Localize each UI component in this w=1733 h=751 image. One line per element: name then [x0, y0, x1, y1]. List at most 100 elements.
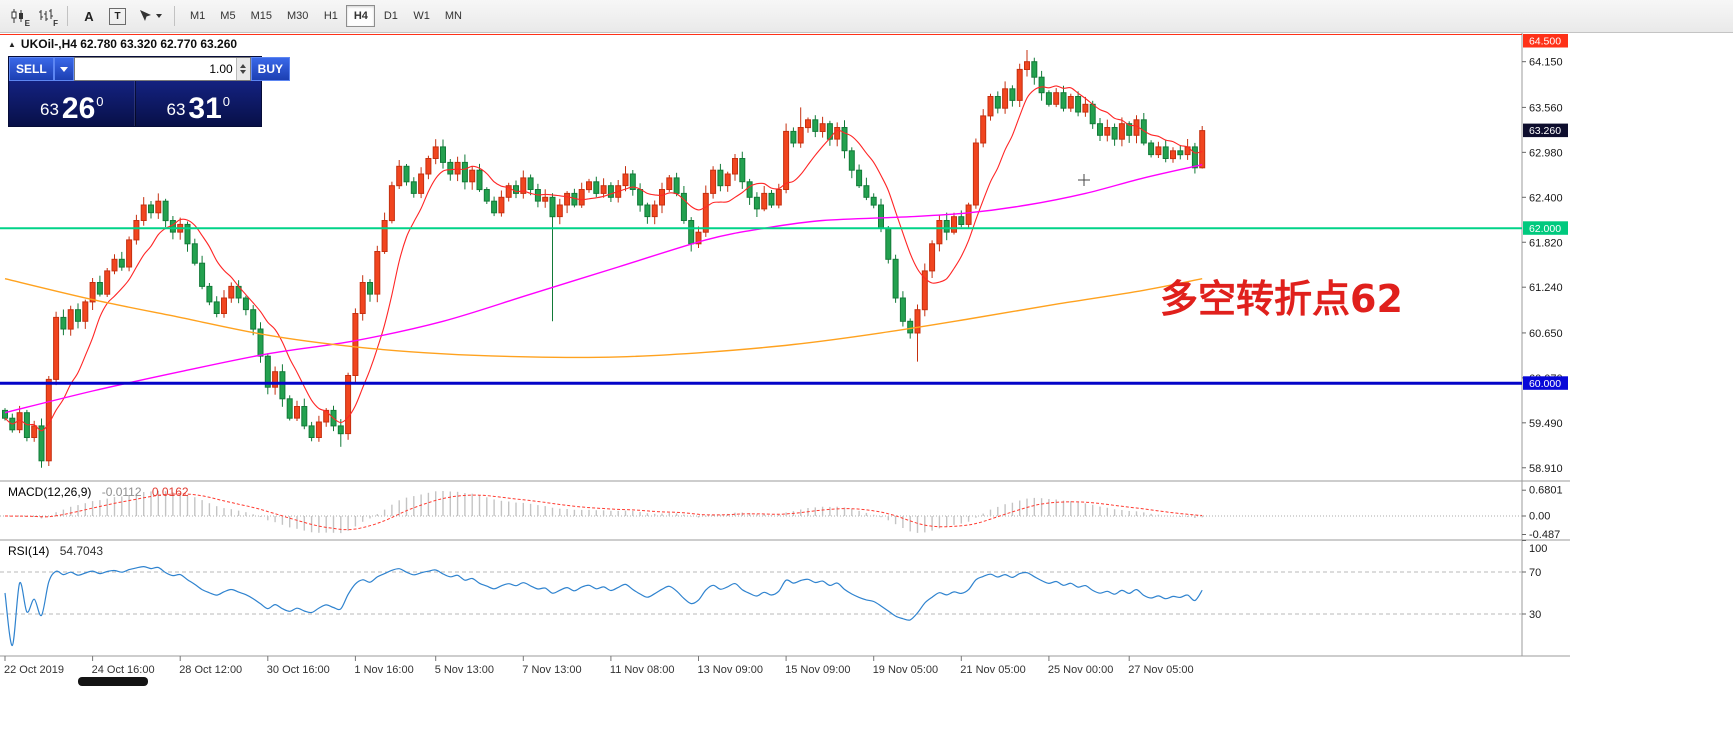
svg-text:28 Oct 12:00: 28 Oct 12:00 [179, 664, 242, 676]
timeframe-h4[interactable]: H4 [346, 5, 376, 27]
svg-text:62.400: 62.400 [1529, 192, 1563, 204]
macd-name: MACD(12,26,9) [8, 485, 92, 499]
svg-text:-0.487: -0.487 [1529, 529, 1560, 541]
sell-price-point: 0 [96, 94, 104, 109]
svg-text:61.240: 61.240 [1529, 282, 1563, 294]
svg-text:64.150: 64.150 [1529, 57, 1563, 69]
toolbar-divider [174, 6, 175, 26]
svg-text:5 Nov 13:00: 5 Nov 13:00 [435, 664, 494, 676]
top-toolbar: E F A T M1 M5 M15 M30 H1 H4 D1 W1 MN [0, 0, 1733, 33]
buy-price-display[interactable]: 63 31 0 [134, 81, 262, 126]
sell-price-display[interactable]: 63 26 0 [9, 81, 135, 126]
svg-text:1 Nov 16:00: 1 Nov 16:00 [354, 664, 413, 676]
rsi-name: RSI(14) [8, 544, 50, 558]
mouse-crosshair [1078, 174, 1090, 186]
moving-averages [4, 85, 1203, 432]
svg-text:13 Nov 09:00: 13 Nov 09:00 [698, 664, 763, 676]
svg-text:19 Nov 05:00: 19 Nov 05:00 [873, 664, 938, 676]
svg-text:11 Nov 08:00: 11 Nov 08:00 [610, 664, 675, 676]
svg-text:15 Nov 09:00: 15 Nov 09:00 [785, 664, 850, 676]
candles-layer [2, 50, 1206, 468]
svg-text:60.000: 60.000 [1529, 378, 1561, 390]
cursor-tool-icon [140, 10, 151, 21]
svg-text:7 Nov 13:00: 7 Nov 13:00 [522, 664, 581, 676]
trade-controls-row: SELL BUY [9, 57, 291, 81]
timeframe-m30[interactable]: M30 [280, 5, 315, 27]
timeframe-w1[interactable]: W1 [406, 5, 437, 27]
macd-panel: 0.6801 0.00 -0.487 [0, 485, 1563, 541]
volume-input[interactable] [74, 58, 236, 80]
timeframe-m5[interactable]: M5 [213, 5, 242, 27]
svg-text:60.650: 60.650 [1529, 328, 1563, 340]
timeframe-m1[interactable]: M1 [183, 5, 212, 27]
price-badge-62.000: 62.000 [1523, 221, 1568, 235]
svg-text:24 Oct 16:00: 24 Oct 16:00 [92, 664, 155, 676]
horizontal-scrollbar-thumb[interactable] [78, 677, 148, 686]
ma-fast-line [4, 85, 1203, 432]
rsi-label: RSI(14) 54.7043 [8, 544, 103, 558]
svg-text:21 Nov 05:00: 21 Nov 05:00 [960, 664, 1025, 676]
trade-prices-row: 63 26 0 63 31 0 [9, 81, 261, 126]
buy-button[interactable]: BUY [250, 57, 291, 81]
svg-text:58.910: 58.910 [1529, 463, 1563, 475]
svg-text:63.560: 63.560 [1529, 102, 1563, 114]
toolbar-divider [67, 6, 68, 26]
bar-chart-icon [39, 9, 53, 21]
macd-signal-line [4, 493, 1203, 531]
rsi-panel: 100 70 30 [0, 540, 1547, 647]
ma-slow-line [4, 278, 1203, 359]
icon-sub-label: E [24, 19, 30, 28]
svg-text:63.260: 63.260 [1529, 125, 1561, 137]
price-badge-63.260: 63.260 [1523, 123, 1568, 137]
buy-price-pips: 31 [188, 91, 222, 125]
text-tool-button[interactable]: T [109, 7, 126, 25]
price-scale[interactable]: 64.150 63.560 62.980 62.400 61.820 61.240 60.6… [1522, 34, 1568, 475]
panel-frame [0, 33, 1570, 657]
trend-annotation: 多空转折点62 [1160, 277, 1403, 321]
stepper-down-icon [240, 70, 247, 74]
collapse-trade-panel-icon[interactable]: ▲ [8, 39, 16, 49]
sell-price-pips: 26 [61, 91, 96, 125]
timeframe-h1[interactable]: H1 [316, 5, 345, 27]
order-type-dropdown[interactable] [53, 57, 74, 81]
svg-text:64.500: 64.500 [1529, 36, 1561, 48]
time-axis[interactable]: 22 Oct 2019 24 Oct 16:00 28 Oct 12:00 30 Oc… [4, 656, 1194, 676]
svg-text:62.980: 62.980 [1529, 147, 1563, 159]
rsi-value: 54.7043 [59, 544, 104, 558]
chevron-down-icon [59, 66, 68, 72]
macd-label: MACD(12,26,9) -0.0112 0.0162 [8, 485, 189, 499]
label-tool-button[interactable]: A [76, 4, 102, 28]
rsi-line [4, 565, 1203, 647]
one-click-trading-panel: SELL BUY 63 26 0 63 31 0 [8, 56, 291, 127]
svg-text:0.00: 0.00 [1529, 511, 1550, 523]
volume-stepper[interactable] [235, 58, 250, 80]
timeframe-mn[interactable]: MN [438, 5, 469, 27]
price-badge-64.500: 64.500 [1523, 34, 1568, 48]
timeframe-d1[interactable]: D1 [376, 5, 405, 27]
svg-text:22 Oct 2019: 22 Oct 2019 [4, 664, 64, 676]
volume-field [73, 57, 251, 81]
buy-price-big-figure: 63 [166, 100, 186, 119]
svg-text:62.000: 62.000 [1529, 223, 1561, 235]
svg-text:59.490: 59.490 [1529, 418, 1563, 430]
drawing-tools-button[interactable] [133, 4, 166, 28]
svg-text:30 Oct 16:00: 30 Oct 16:00 [267, 664, 330, 676]
macd-value-main: -0.0112 [101, 485, 142, 499]
chevron-down-icon [156, 14, 162, 18]
candlestick-chart-button[interactable]: E [5, 4, 31, 28]
svg-text:61.820: 61.820 [1529, 237, 1563, 249]
macd-value-signal: 0.0162 [151, 485, 189, 499]
bar-chart-button[interactable]: F [33, 4, 59, 28]
price-badge-60.000: 60.000 [1523, 376, 1568, 390]
stepper-up-icon [240, 64, 247, 68]
svg-text:0.6801: 0.6801 [1529, 485, 1563, 497]
svg-text:30: 30 [1529, 609, 1541, 621]
sell-button[interactable]: SELL [9, 57, 54, 81]
timeframe-m15[interactable]: M15 [244, 5, 279, 27]
svg-text:25 Nov 00:00: 25 Nov 00:00 [1048, 664, 1113, 676]
timeframe-group: M1 M5 M15 M30 H1 H4 D1 W1 MN [183, 5, 469, 27]
symbol-ohlc-text: UKOil-,H4 62.780 63.320 62.770 63.260 [20, 37, 238, 51]
candlestick-chart-icon [11, 9, 23, 23]
